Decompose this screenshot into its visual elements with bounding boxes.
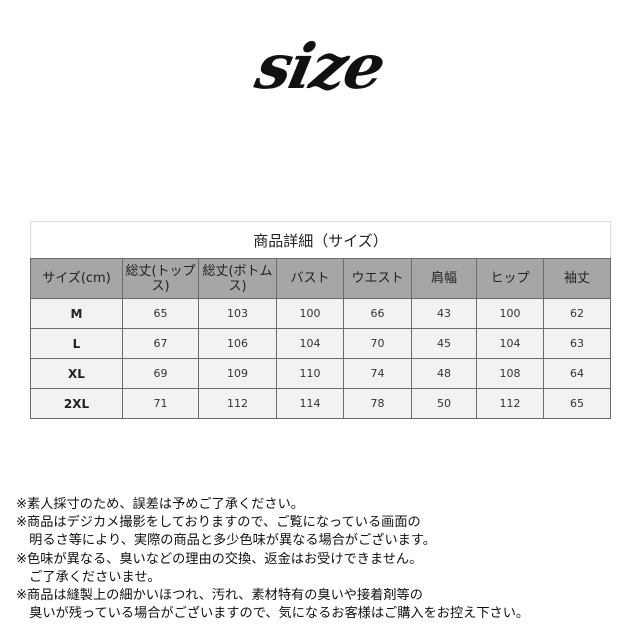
note-line: ※素人採寸のため、誤差は予めご了承ください。 — [16, 497, 304, 512]
column-header: バスト — [276, 258, 344, 299]
table-cell: 65 — [542, 388, 612, 419]
table-cell: 45 — [411, 328, 477, 359]
table-cell: 43 — [411, 298, 477, 329]
table-cell: 100 — [476, 298, 544, 329]
note-line: 明るさ等により、実際の商品と多少色味が異なる場合がございます。 — [16, 533, 436, 549]
table-cell: 112 — [476, 388, 544, 419]
table-cell: 78 — [343, 388, 412, 419]
note-line: ご了承くださいませ。 — [16, 569, 161, 585]
table-cell: 106 — [198, 328, 277, 359]
size-label: XL — [30, 358, 123, 389]
table-row: 2XL 71 112 114 78 50 112 65 — [30, 388, 612, 419]
table-cell: 104 — [276, 328, 344, 359]
size-logo: size — [249, 30, 391, 103]
table-cell: 70 — [343, 328, 412, 359]
table-cell: 63 — [542, 328, 612, 359]
column-header: ウエスト — [343, 258, 412, 299]
column-header: 総丈(トップス) — [122, 258, 199, 299]
column-header: 袖丈 — [542, 258, 612, 299]
table-cell: 112 — [198, 388, 277, 419]
column-header: ヒップ — [476, 258, 544, 299]
size-label: M — [30, 298, 123, 329]
table-cell: 103 — [198, 298, 277, 329]
note-line: ※商品はデジカメ撮影をしておりますので、ご覧になっている画面の — [16, 515, 421, 531]
table-cell: 50 — [411, 388, 477, 419]
table-row: L 67 106 104 70 45 104 63 — [30, 328, 612, 359]
size-label: L — [30, 328, 123, 359]
size-table: 商品詳細（サイズ） サイズ(cm) 総丈(トップス) 総丈(ボトムス) バスト ウエスト… — [29, 221, 612, 419]
table-cell: 74 — [343, 358, 412, 389]
note-line: ※色味が異なる、臭いなどの理由の交換、返金はお受けできません。 — [16, 551, 423, 567]
note-line: ※商品は縫製上の細かいほつれ、汚れ、素材特有の臭いや接着剤等の — [16, 588, 423, 604]
table-row: XL 69 109 110 74 48 108 64 — [30, 358, 612, 389]
table-cell: 114 — [276, 388, 344, 419]
size-label: 2XL — [30, 388, 123, 419]
table-cell: 65 — [122, 298, 199, 329]
table-cell: 69 — [122, 358, 199, 389]
table-cell: 104 — [476, 328, 544, 359]
column-header: 肩幅 — [411, 258, 477, 299]
table-row: M 65 103 100 66 43 100 62 — [30, 298, 612, 329]
table-cell: 100 — [276, 298, 344, 329]
table-cell: 64 — [542, 358, 612, 389]
table-cell: 71 — [122, 388, 199, 419]
table-cell: 62 — [542, 298, 612, 329]
column-header: サイズ(cm) — [30, 258, 123, 299]
note-line: 臭いが残っている場合がございますので、気になるお客様はご購入をお控え下さい。 — [16, 606, 530, 622]
table-cell: 48 — [411, 358, 477, 389]
table-cell: 66 — [343, 298, 412, 329]
table-cell: 110 — [276, 358, 344, 389]
column-header: 総丈(ボトムス) — [198, 258, 277, 299]
table-cell: 109 — [198, 358, 277, 389]
table-title: 商品詳細（サイズ） — [29, 221, 612, 259]
notes: ※素人採寸のため、誤差は予めご了承ください。 ※商品はデジカメ撮影をしておりますの… — [16, 496, 529, 623]
table-cell: 108 — [476, 358, 544, 389]
table-cell: 67 — [122, 328, 199, 359]
